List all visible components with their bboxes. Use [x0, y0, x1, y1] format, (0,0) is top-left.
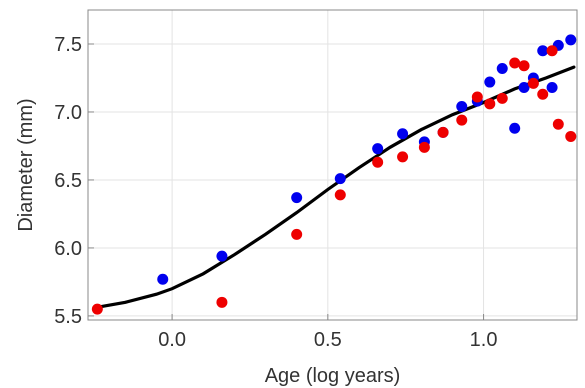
y-tick-label-1: 6.0: [54, 238, 82, 260]
series-0-point-12: [509, 122, 521, 134]
series-1-point-13: [518, 60, 530, 72]
series-1-point-15: [537, 88, 549, 100]
series-1-point-11: [496, 92, 508, 104]
x-axis-ticks: 0.0 0.5 1.0: [158, 314, 497, 351]
series-1-point-0: [91, 303, 103, 315]
y-axis-label: Diameter (mm): [15, 98, 37, 231]
series-0-point-0: [157, 273, 169, 285]
series-0-point-10: [484, 76, 496, 88]
series-0-point-16: [546, 82, 558, 93]
series-0-point-3: [334, 173, 346, 185]
series-0-point-8: [456, 101, 468, 113]
series-0-point-18: [565, 34, 577, 46]
series-0-point-11: [496, 62, 508, 74]
plot-frame: [87, 9, 578, 321]
series-0-point-13: [518, 82, 530, 93]
series-0-point-1: [216, 250, 228, 262]
series-1-point-4: [372, 156, 384, 168]
x-tick-label-2: 1.0: [470, 329, 498, 351]
series-0-point-15: [537, 45, 549, 57]
series-1-point-16: [546, 45, 558, 57]
series-1-point-6: [418, 141, 430, 153]
x-axis-label: Age (log years): [265, 365, 401, 387]
y-tick-label-0: 5.5: [54, 306, 82, 328]
series-1-point-12: [509, 57, 521, 69]
series-1-point-1: [216, 296, 228, 308]
series-1-point-2: [291, 228, 303, 240]
y-tick-label-2: 6.5: [54, 170, 82, 192]
series-0-point-5: [397, 128, 409, 140]
series-0-point-2: [291, 192, 303, 204]
series-1-point-14: [527, 77, 539, 89]
fit-line: [92, 65, 576, 310]
grid: [88, 10, 577, 320]
y-axis-ticks: 5.5 6.0 6.5 7.0 7.5: [54, 34, 94, 328]
series-1-point-17: [552, 118, 564, 130]
series-1-point-8: [456, 114, 468, 126]
series-1-point-18: [565, 130, 577, 142]
series-0-point-4: [372, 143, 384, 155]
x-tick-label-1: 0.5: [314, 329, 342, 351]
series-1-point-7: [437, 126, 449, 138]
series-1-point-9: [471, 91, 483, 103]
series-1-point-10: [484, 98, 496, 110]
x-tick-label-0: 0.0: [158, 329, 186, 351]
y-tick-label-4: 7.5: [54, 34, 82, 56]
points-layer: [91, 34, 577, 315]
fit-line-layer: [92, 65, 576, 310]
y-tick-label-3: 7.0: [54, 102, 82, 124]
series-1-point-5: [397, 151, 409, 163]
series-1-point-3: [334, 189, 346, 201]
